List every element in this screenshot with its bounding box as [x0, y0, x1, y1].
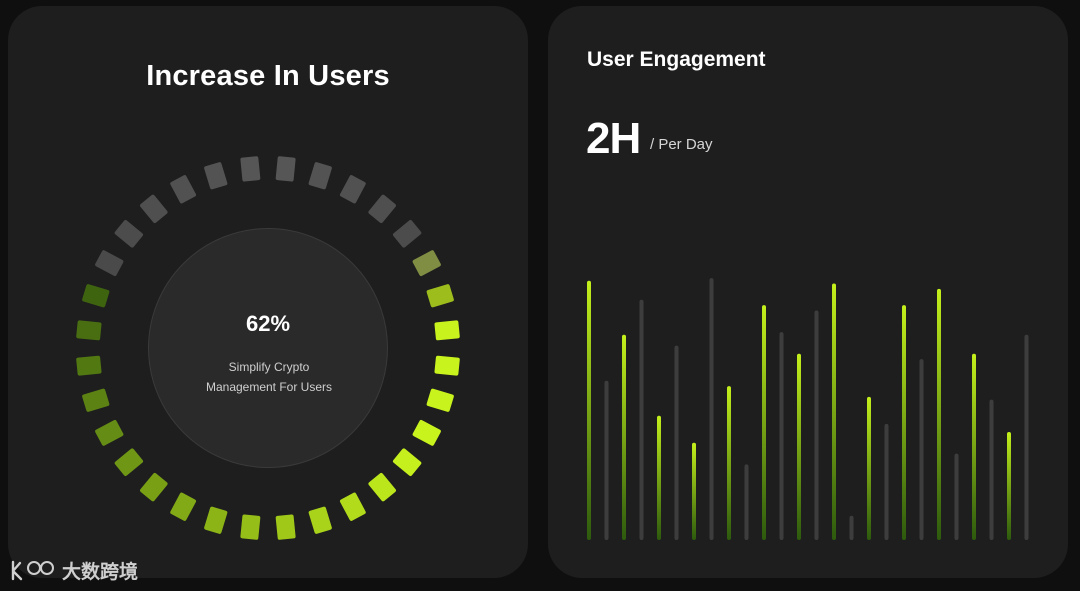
engagement-bar-baseline — [884, 423, 889, 540]
engagement-bar-baseline — [744, 464, 749, 540]
progress-segment — [412, 419, 441, 446]
progress-segment — [339, 175, 366, 204]
progress-segment — [392, 220, 422, 248]
progress-subtitle: Simplify Crypto Management For Users — [179, 357, 359, 397]
progress-segment — [76, 320, 102, 341]
engagement-bar-highlighted — [867, 396, 871, 540]
engagement-bar-highlighted — [657, 415, 661, 540]
engagement-bar-highlighted — [762, 305, 766, 540]
user-engagement-card: User Engagement 2H / Per Day — [548, 6, 1068, 578]
engagement-bar-highlighted — [692, 442, 696, 540]
progress-center: 62% Simplify Crypto Management For Users — [148, 228, 388, 468]
engagement-bar-highlighted — [727, 386, 731, 540]
card-title: User Engagement — [587, 48, 766, 71]
progress-segment — [412, 250, 441, 277]
progress-segment — [308, 506, 332, 534]
engagement-bar-baseline — [1024, 334, 1029, 540]
engagement-bar-baseline — [849, 515, 854, 540]
progress-segment — [76, 355, 102, 376]
engagement-bar-baseline — [639, 299, 644, 540]
progress-segment — [170, 492, 197, 521]
progress-segment — [240, 514, 261, 540]
progress-segment — [95, 250, 124, 277]
progress-percent: 62% — [245, 311, 291, 336]
engagement-bar-baseline — [919, 359, 924, 540]
progress-segment — [114, 220, 144, 248]
progress-segment — [82, 284, 110, 308]
progress-segment — [240, 156, 261, 182]
progress-segment — [204, 162, 228, 190]
progress-segment — [426, 284, 454, 308]
engagement-bar-baseline — [779, 332, 784, 540]
progress-segment — [434, 320, 460, 341]
engagement-bar-highlighted — [902, 305, 906, 540]
engagement-bar-baseline — [989, 399, 994, 540]
progress-segment — [275, 156, 296, 182]
progress-segment — [170, 175, 197, 204]
progress-ring — [76, 156, 460, 540]
engagement-unit: / Per Day — [650, 136, 713, 153]
progress-segment — [426, 388, 454, 412]
watermark-text: 大数跨境 — [62, 562, 139, 583]
engagement-bar-highlighted — [1007, 432, 1011, 540]
progress-segment — [275, 514, 296, 540]
engagement-bar-highlighted — [937, 288, 941, 540]
subtitle-line-2: Management For Users — [205, 380, 333, 394]
progress-segment — [392, 448, 422, 476]
engagement-bar-baseline — [814, 310, 819, 540]
engagement-bar-highlighted — [797, 353, 801, 540]
engagement-value: 2H — [586, 114, 641, 163]
progress-segment — [204, 506, 228, 534]
engagement-bar-baseline — [604, 380, 609, 540]
card-title: Increase In Users — [146, 60, 390, 92]
progress-segment — [368, 194, 396, 224]
progress-segment — [308, 162, 332, 190]
engagement-bar-baseline — [954, 453, 959, 540]
engagement-bar-highlighted — [832, 283, 836, 540]
progress-segment — [140, 472, 168, 502]
engagement-bar-highlighted — [972, 353, 976, 540]
brand-logo-icon — [11, 560, 54, 580]
progress-segment — [95, 419, 124, 446]
progress-segment — [339, 492, 366, 521]
progress-segment — [114, 448, 144, 476]
progress-segment — [140, 194, 168, 224]
progress-segment — [368, 472, 396, 502]
increase-in-users-card: Increase In Users 62% Simplify Crypto Ma… — [8, 6, 528, 578]
engagement-bar-baseline — [709, 278, 714, 540]
engagement-bar-highlighted — [622, 334, 626, 540]
progress-segment — [434, 355, 460, 376]
watermark: 大数跨境 — [10, 557, 138, 584]
subtitle-line-1: Simplify Crypto — [228, 360, 310, 374]
engagement-bar-highlighted — [587, 280, 591, 540]
engagement-bar-chart — [587, 278, 1029, 540]
progress-segment — [82, 388, 110, 412]
engagement-bar-baseline — [674, 345, 679, 540]
